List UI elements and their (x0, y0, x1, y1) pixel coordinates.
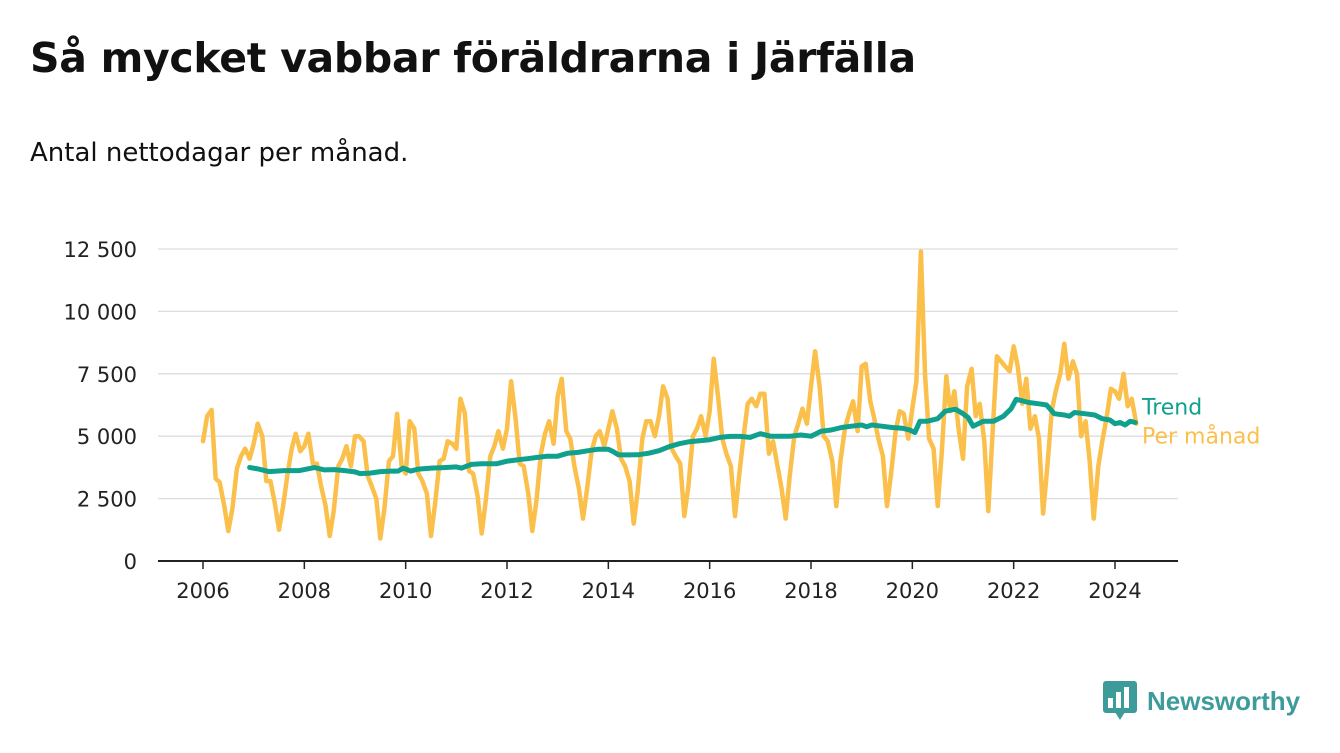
series-label-per-manad: Per månad (1142, 423, 1260, 449)
gridlines (158, 248, 1178, 562)
y-tick-label: 5 000 (77, 425, 137, 449)
chart-title: Så mycket vabbar föräldrarna i Järfälla (30, 34, 916, 82)
y-tick-label: 7 500 (77, 363, 137, 387)
series-line-per-månad (200, 249, 1139, 541)
x-tick-label: 2006 (176, 579, 229, 603)
chart-subtitle: Antal nettodagar per månad. (30, 138, 409, 168)
series-label-trend: Trend (1141, 395, 1202, 420)
series-labels: Trend Per månad (1141, 395, 1260, 449)
brand-logo[interactable]: Newsworthy (1103, 681, 1300, 721)
x-tick-label: 2014 (582, 579, 635, 603)
x-tick-label: 2012 (480, 579, 533, 603)
x-tick-label: 2010 (379, 579, 432, 603)
y-tick-label: 2 500 (77, 488, 137, 512)
series-lines (200, 249, 1139, 541)
x-tick-label: 2018 (784, 579, 837, 603)
x-tick-label: 2020 (886, 579, 939, 603)
y-tick-label: 0 (124, 550, 137, 574)
y-tick-label: 10 000 (64, 300, 137, 324)
y-tick-label: 12 500 (64, 238, 137, 262)
x-tick-label: 2016 (683, 579, 736, 603)
series-line-trend (247, 396, 1138, 477)
y-axis-ticks: 0 2 500 5 000 7 500 10 000 12 500 (64, 238, 137, 574)
x-tick-label: 2022 (987, 579, 1040, 603)
brand-name: Newsworthy (1147, 685, 1301, 716)
x-tick-label: 2024 (1088, 579, 1141, 603)
newsworthy-logo-icon (1103, 681, 1137, 720)
x-tick-label: 2008 (278, 579, 331, 603)
x-axis-ticks: 2006 2008 2010 2012 2014 2016 2018 2020 2022 2024 (176, 561, 1142, 603)
